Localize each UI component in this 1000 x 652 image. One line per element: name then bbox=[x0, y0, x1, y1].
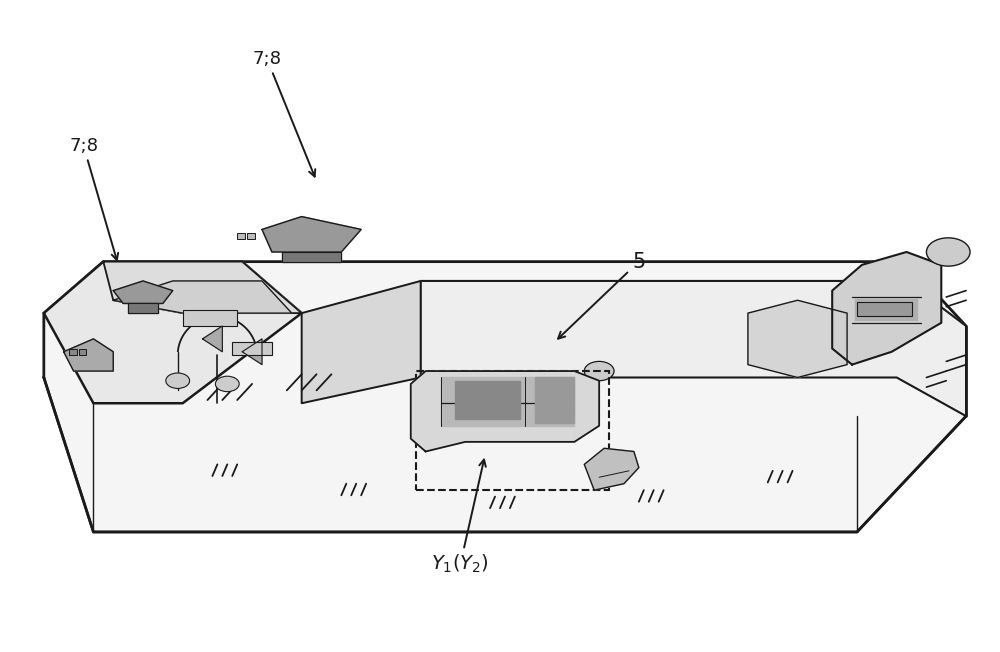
Bar bbox=[416, 371, 609, 490]
Circle shape bbox=[166, 373, 190, 389]
Text: 7;8: 7;8 bbox=[252, 50, 315, 177]
Polygon shape bbox=[441, 378, 574, 426]
Polygon shape bbox=[262, 216, 361, 252]
Bar bbox=[247, 233, 255, 239]
Polygon shape bbox=[411, 371, 599, 452]
Polygon shape bbox=[44, 261, 966, 532]
Polygon shape bbox=[421, 281, 966, 416]
Polygon shape bbox=[44, 261, 302, 403]
Bar bbox=[232, 342, 272, 355]
Bar bbox=[79, 349, 86, 355]
Polygon shape bbox=[832, 252, 941, 364]
Bar bbox=[857, 302, 912, 316]
Polygon shape bbox=[302, 281, 421, 403]
Polygon shape bbox=[282, 252, 341, 261]
Polygon shape bbox=[242, 339, 262, 364]
Polygon shape bbox=[64, 339, 113, 371]
Polygon shape bbox=[584, 449, 639, 490]
Bar bbox=[183, 310, 237, 326]
Polygon shape bbox=[748, 301, 847, 378]
Circle shape bbox=[584, 361, 614, 381]
Bar bbox=[69, 349, 77, 355]
Text: $Y_1(Y_2)$: $Y_1(Y_2)$ bbox=[431, 460, 489, 575]
Polygon shape bbox=[855, 299, 917, 319]
Polygon shape bbox=[455, 381, 520, 419]
Polygon shape bbox=[128, 303, 158, 313]
Polygon shape bbox=[535, 378, 574, 422]
Circle shape bbox=[215, 376, 239, 392]
Polygon shape bbox=[113, 281, 292, 313]
Bar bbox=[237, 233, 245, 239]
Polygon shape bbox=[113, 281, 173, 303]
Polygon shape bbox=[103, 261, 302, 313]
Text: 7;8: 7;8 bbox=[69, 137, 118, 260]
Circle shape bbox=[926, 238, 970, 266]
Text: 5: 5 bbox=[558, 252, 645, 338]
Polygon shape bbox=[203, 326, 222, 351]
